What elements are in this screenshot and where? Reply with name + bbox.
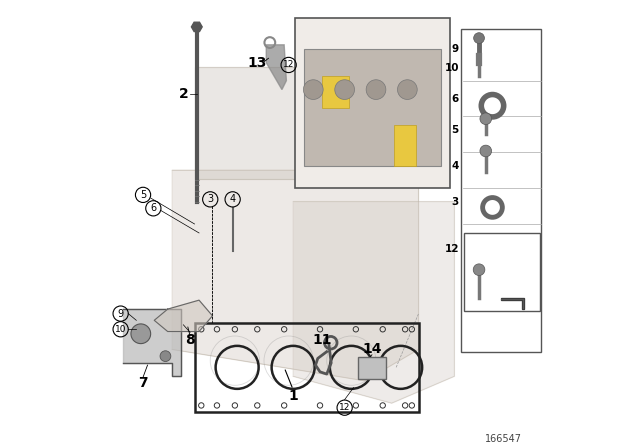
Text: 12: 12 bbox=[339, 403, 350, 412]
Circle shape bbox=[480, 113, 492, 125]
Polygon shape bbox=[154, 300, 212, 332]
Bar bbox=[323, 76, 349, 108]
Text: 6: 6 bbox=[452, 94, 459, 103]
Circle shape bbox=[131, 324, 150, 344]
Text: 6: 6 bbox=[150, 203, 156, 213]
Text: 9: 9 bbox=[118, 309, 124, 319]
Circle shape bbox=[335, 80, 355, 99]
Circle shape bbox=[480, 145, 492, 157]
Circle shape bbox=[473, 264, 485, 276]
Text: 14: 14 bbox=[362, 342, 381, 357]
Circle shape bbox=[160, 351, 171, 362]
Text: 3: 3 bbox=[207, 194, 213, 204]
Text: 8: 8 bbox=[185, 333, 195, 348]
Text: 2: 2 bbox=[179, 87, 188, 101]
Text: 10: 10 bbox=[115, 325, 126, 334]
Polygon shape bbox=[502, 298, 524, 309]
Bar bbox=[296, 18, 450, 188]
Polygon shape bbox=[172, 170, 419, 381]
Bar bbox=[464, 233, 540, 311]
Text: 12: 12 bbox=[283, 60, 294, 69]
Text: 10: 10 bbox=[444, 63, 459, 73]
Text: 5: 5 bbox=[140, 190, 146, 200]
Text: 166547: 166547 bbox=[485, 434, 522, 444]
Circle shape bbox=[397, 80, 417, 99]
Text: 3: 3 bbox=[452, 197, 459, 207]
Text: 4: 4 bbox=[451, 161, 459, 171]
Text: 12: 12 bbox=[444, 244, 459, 254]
Circle shape bbox=[366, 80, 386, 99]
Text: 4: 4 bbox=[230, 194, 236, 204]
Bar bbox=[358, 357, 386, 379]
Polygon shape bbox=[195, 67, 410, 179]
Polygon shape bbox=[123, 309, 181, 376]
Circle shape bbox=[303, 80, 323, 99]
Text: 11: 11 bbox=[312, 333, 332, 348]
Text: 9: 9 bbox=[452, 44, 459, 54]
Text: 1: 1 bbox=[288, 389, 298, 404]
Bar bbox=[394, 125, 417, 166]
Polygon shape bbox=[191, 22, 202, 31]
Bar bbox=[461, 29, 541, 352]
Text: 5: 5 bbox=[452, 125, 459, 135]
Bar bbox=[305, 49, 441, 166]
Polygon shape bbox=[266, 45, 287, 90]
Circle shape bbox=[474, 33, 484, 43]
Bar bbox=[195, 323, 419, 412]
Text: 7: 7 bbox=[138, 376, 148, 390]
Text: 13: 13 bbox=[248, 56, 267, 70]
Polygon shape bbox=[293, 202, 454, 403]
